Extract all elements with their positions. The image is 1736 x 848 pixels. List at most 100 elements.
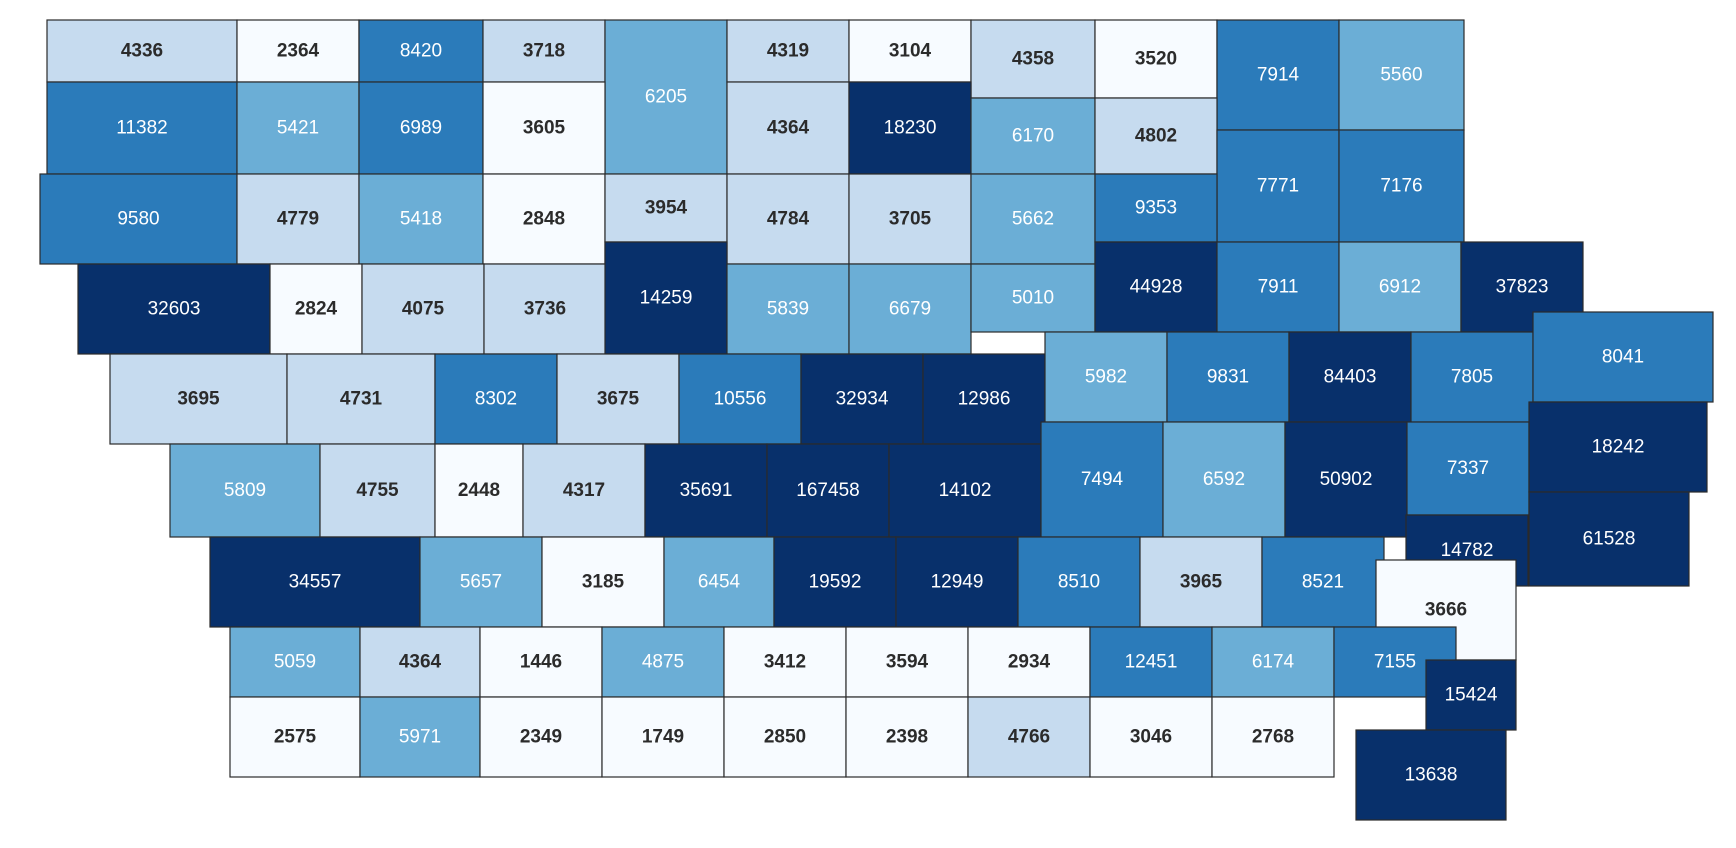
- county-cell: 4766: [967, 696, 1091, 778]
- county-cell: 1749: [601, 696, 725, 778]
- county-shape: [39, 173, 238, 265]
- county-value-label: 3695: [177, 389, 220, 410]
- county-cell: 3705: [848, 173, 972, 265]
- county-shape: [1284, 421, 1408, 538]
- county-cell: 3965: [1139, 536, 1263, 628]
- county-value-label: 3412: [764, 652, 806, 673]
- county-shape: [848, 173, 972, 265]
- county-shape: [604, 241, 728, 355]
- county-shape: [46, 81, 238, 175]
- county-value-label: 3718: [523, 41, 565, 62]
- county-cell: 3736: [483, 263, 607, 355]
- county-shape: [1216, 129, 1340, 243]
- county-cell: 5971: [359, 696, 481, 778]
- county-value-label: 15424: [1445, 685, 1498, 706]
- county-shape: [1094, 241, 1218, 333]
- county-value-label: 4784: [767, 209, 810, 230]
- county-cell: 5421: [236, 81, 360, 175]
- county-shape: [236, 19, 360, 83]
- county-value-label: 8420: [400, 41, 442, 62]
- county-cell: 2848: [482, 173, 606, 265]
- county-cell: 167458: [766, 443, 890, 538]
- county-cell: 7771: [1216, 129, 1340, 243]
- county-value-label: 5809: [224, 480, 266, 501]
- county-cell: 10556: [678, 353, 802, 445]
- county-cell: 44928: [1094, 241, 1218, 333]
- county-cell: 34557: [209, 536, 421, 628]
- county-value-label: 32934: [836, 389, 889, 410]
- county-shape: [1216, 19, 1340, 131]
- county-shape: [419, 536, 543, 628]
- county-cell: 2824: [269, 263, 363, 355]
- county-value-label: 6170: [1012, 126, 1054, 147]
- county-value-label: 5982: [1085, 367, 1127, 388]
- county-value-label: 3104: [889, 41, 932, 62]
- county-shape: [967, 696, 1091, 778]
- county-shape: [1089, 626, 1213, 698]
- county-value-label: 7914: [1257, 65, 1300, 86]
- county-cell: 2934: [967, 626, 1091, 698]
- county-value-label: 11382: [116, 118, 167, 139]
- county-cell: 50902: [1284, 421, 1408, 538]
- county-shape: [236, 81, 360, 175]
- county-cell: 7805: [1410, 331, 1534, 423]
- county-cell: 15424: [1425, 659, 1517, 731]
- county-value-label: 6592: [1203, 469, 1245, 490]
- county-shape: [601, 626, 725, 698]
- county-value-label: 84403: [1324, 367, 1377, 388]
- county-value-label: 5662: [1012, 209, 1054, 230]
- county-shape: [723, 626, 847, 698]
- county-cell: 2448: [434, 443, 524, 538]
- county-cell: 5662: [970, 173, 1096, 265]
- county-cell: 6454: [663, 536, 775, 628]
- county-shape: [1288, 331, 1412, 423]
- county-cell: 14259: [604, 241, 728, 355]
- county-value-label: 4755: [356, 480, 399, 501]
- county-cell: 8510: [1017, 536, 1141, 628]
- county-shape: [319, 443, 436, 538]
- county-cell: 19592: [773, 536, 897, 628]
- county-cell: 5418: [358, 173, 484, 265]
- county-shape: [848, 81, 972, 175]
- county-cell: 3675: [556, 353, 680, 445]
- county-value-label: 6454: [698, 572, 741, 593]
- county-shape: [169, 443, 321, 538]
- county-shape: [773, 536, 897, 628]
- county-shape: [1528, 491, 1690, 587]
- county-cell: 14102: [888, 443, 1042, 538]
- county-cell: 3412: [723, 626, 847, 698]
- county-value-label: 6679: [889, 299, 931, 320]
- county-cell: 2768: [1211, 696, 1335, 778]
- county-value-label: 9353: [1135, 198, 1177, 219]
- county-value-label: 2934: [1008, 652, 1051, 673]
- county-shape: [1094, 97, 1218, 175]
- county-shape: [888, 443, 1042, 538]
- county-value-label: 6989: [400, 118, 442, 139]
- county-cell: 7176: [1338, 129, 1465, 243]
- county-value-label: 5010: [1012, 288, 1054, 309]
- county-shape: [1338, 19, 1465, 131]
- county-cell: 5809: [169, 443, 321, 538]
- county-value-label: 4364: [399, 652, 442, 673]
- county-shape: [970, 173, 1096, 265]
- county-cell: 12949: [895, 536, 1019, 628]
- county-cell: 4875: [601, 626, 725, 698]
- county-value-label: 3736: [524, 299, 566, 320]
- county-value-label: 1749: [642, 727, 684, 748]
- county-cell: 5839: [726, 263, 850, 355]
- county-shape: [601, 696, 725, 778]
- county-cell: 18242: [1528, 401, 1708, 493]
- county-shape: [845, 626, 969, 698]
- county-value-label: 32603: [148, 299, 201, 320]
- county-shape: [482, 81, 606, 175]
- county-value-label: 7771: [1257, 176, 1299, 197]
- county-cell: 2850: [723, 696, 847, 778]
- county-shape: [1211, 696, 1335, 778]
- county-shape: [556, 353, 680, 445]
- county-cell: 5010: [970, 263, 1096, 333]
- county-value-label: 4802: [1135, 126, 1177, 147]
- county-value-label: 14782: [1441, 540, 1494, 561]
- county-shape: [358, 19, 484, 83]
- county-value-label: 14259: [640, 288, 693, 309]
